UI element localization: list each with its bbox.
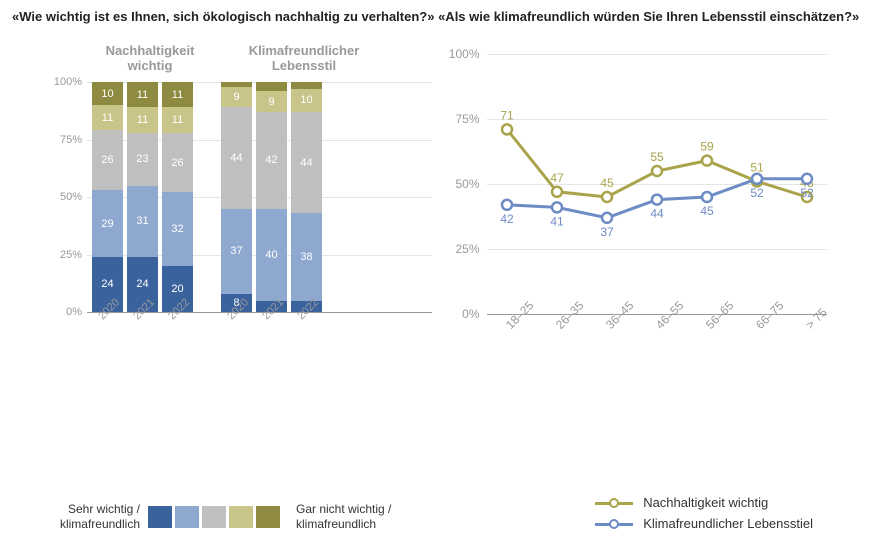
bar-ytick: 75% (52, 134, 82, 146)
bar-segment (256, 82, 287, 91)
line-value-label: 55 (650, 150, 664, 164)
bar-segment: 26 (162, 133, 193, 193)
line-value-label: 52 (750, 186, 764, 200)
legend-stacked: Sehr wichtig / klimafreundlich Gar nicht… (50, 502, 426, 531)
bar-segment: 9 (221, 87, 252, 108)
bar-ytick: 25% (52, 249, 82, 261)
bar-segment: 10 (291, 89, 322, 112)
line-point (502, 125, 512, 135)
stack-title-2: Klimafreundlicher Lebensstil (244, 44, 364, 74)
line-value-label: 45 (600, 176, 614, 190)
bar-segment: 11 (127, 82, 158, 107)
bar-segment: 11 (92, 105, 123, 130)
legend-label: Klimafreundlicher Lebensstiel (643, 516, 813, 531)
line-point (552, 203, 562, 213)
bar-segment: 9 (256, 91, 287, 112)
line-value-label: 71 (500, 109, 514, 123)
line-point (552, 187, 562, 197)
legend-label: Nachhaltigkeit wichtig (643, 495, 768, 510)
line-value-label: 59 (700, 140, 714, 154)
bar-segment: 32 (162, 192, 193, 266)
legend-marker-icon (595, 496, 633, 510)
bar: 20322611112022 (162, 82, 193, 312)
legend-swatch (256, 506, 280, 528)
bar-segment: 42 (256, 112, 287, 209)
stack-title-2-l2: Lebensstil (272, 58, 336, 73)
legend-marker-icon (595, 517, 633, 531)
line-value-label: 37 (600, 225, 614, 239)
line-chart: 0%25%50%75%100%18–2526–3536–4546–5556–65… (442, 44, 842, 344)
line-point (752, 174, 762, 184)
stack-title-1: Nachhaltigkeit wichtig (100, 44, 200, 74)
bar-ytick: 0% (52, 306, 82, 318)
line-value-label: 45 (700, 204, 714, 218)
bar-ytick: 100% (52, 76, 82, 88)
bar: 404292021 (256, 82, 287, 312)
legend-swatch (148, 506, 172, 528)
bar-segment: 38 (291, 213, 322, 300)
bar: 24292611102020 (92, 82, 123, 312)
legend-right-text: Gar nicht wichtig / klimafreundlich (296, 502, 426, 531)
bar: 24312311112021 (127, 82, 158, 312)
legend-line-item: Nachhaltigkeit wichtig (595, 495, 813, 510)
line-svg: 7147455559514542413744455252 (442, 44, 842, 344)
bar-segment: 37 (221, 209, 252, 294)
bar-segment: 11 (162, 107, 193, 132)
bar-segment: 26 (92, 130, 123, 190)
bar-segment: 23 (127, 133, 158, 186)
bar-segment: 11 (162, 82, 193, 107)
line-chart-panel: 0%25%50%75%100%18–2526–3536–4546–5556–65… (442, 44, 862, 344)
line-point (652, 166, 662, 176)
line-point (802, 174, 812, 184)
line-point (602, 213, 612, 223)
legend-swatch (175, 506, 199, 528)
charts-row: Nachhaltigkeit wichtig Klimafreundlicher… (0, 26, 873, 344)
stack-title-2-l1: Klimafreundlicher (249, 43, 360, 58)
bar-segment: 40 (256, 209, 287, 301)
bar: 8374492020 (221, 82, 252, 312)
line-value-label: 47 (550, 171, 564, 185)
line-point (502, 200, 512, 210)
legend-left-text: Sehr wichtig / klimafreundlich (50, 502, 140, 531)
bar-segment: 11 (127, 107, 158, 132)
legend-line-item: Klimafreundlicher Lebensstiel (595, 516, 813, 531)
line-value-label: 41 (550, 215, 564, 229)
bar: 3844102022 (291, 82, 322, 312)
line-value-label: 44 (650, 207, 664, 221)
page-title: «Wie wichtig ist es Ihnen, sich ökologis… (0, 0, 873, 26)
bar-segment: 44 (221, 107, 252, 208)
bar-ytick: 50% (52, 191, 82, 203)
line-point (652, 195, 662, 205)
bar-segment: 10 (92, 82, 123, 105)
bar-segment: 29 (92, 190, 123, 257)
legend-swatches (148, 506, 280, 528)
line-point (602, 192, 612, 202)
stack-title-1-l1: Nachhaltigkeit (106, 43, 195, 58)
line-point (702, 156, 712, 166)
line-point (702, 192, 712, 202)
stacked-bar-panel: Nachhaltigkeit wichtig Klimafreundlicher… (12, 44, 432, 344)
legend-swatch (202, 506, 226, 528)
stacked-bar-chart: 0%25%50%75%100%2429261110202024312311112… (12, 82, 432, 342)
legend-swatch (229, 506, 253, 528)
bar-segment (291, 82, 322, 89)
stack-title-1-l2: wichtig (128, 58, 173, 73)
bar-segment: 44 (291, 112, 322, 213)
line-value-label: 52 (800, 186, 814, 200)
bar-segment: 31 (127, 186, 158, 257)
line-value-label: 42 (500, 212, 514, 226)
legend-line: Nachhaltigkeit wichtig Klimafreundlicher … (595, 495, 813, 531)
line-value-label: 51 (750, 161, 764, 175)
